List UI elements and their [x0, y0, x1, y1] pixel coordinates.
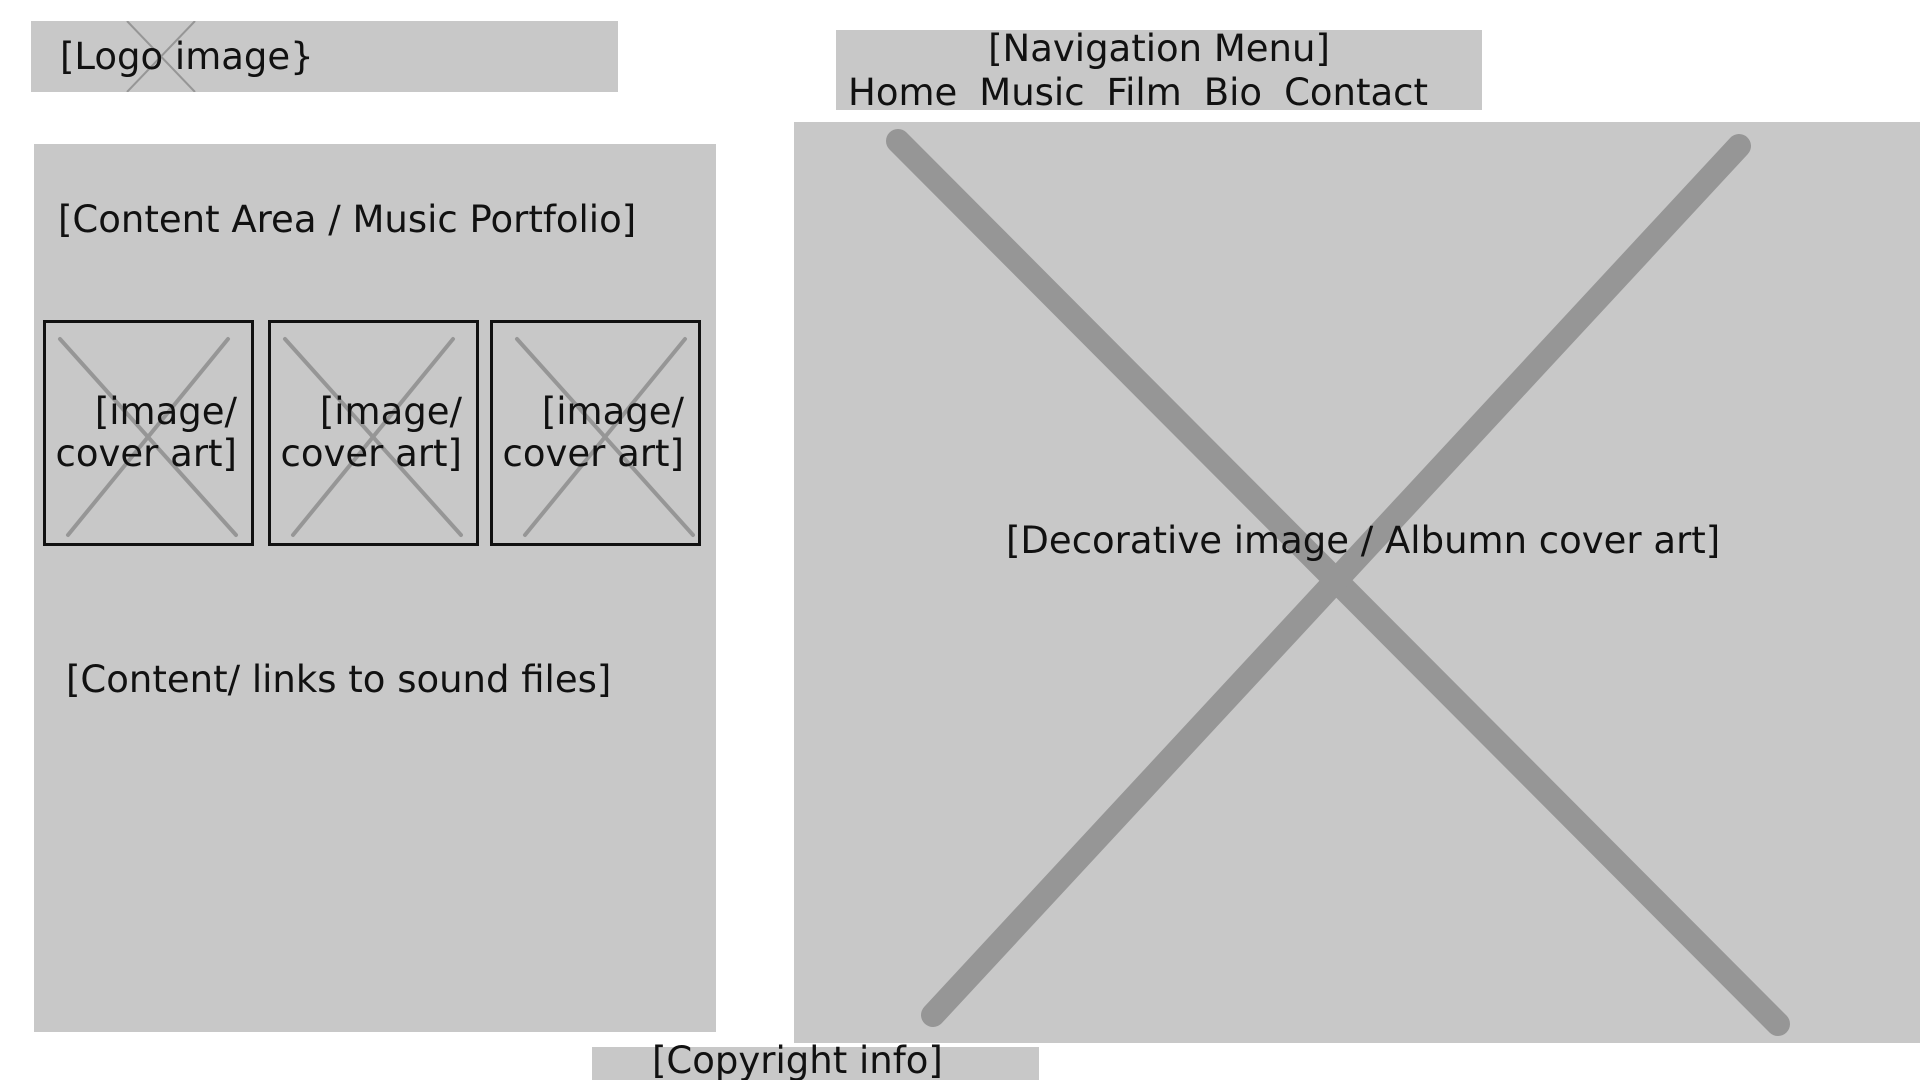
- nav-item-film[interactable]: Film: [1106, 71, 1182, 114]
- navigation-menu: [Navigation Menu] Home Music Film Bio Co…: [836, 27, 1482, 111]
- cover-art-thumbnail[interactable]: [image/ cover art]: [268, 320, 479, 546]
- thumbnail-label: [image/ cover art]: [280, 390, 462, 475]
- nav-title: [Navigation Menu]: [988, 27, 1330, 70]
- nav-item-bio[interactable]: Bio: [1203, 71, 1263, 114]
- image-placeholder-icon: [126, 21, 196, 92]
- logo-label: [Logo image}: [60, 35, 314, 78]
- logo-placeholder[interactable]: [Logo image}: [31, 21, 618, 92]
- thumbnail-label: [image/ cover art]: [55, 390, 237, 475]
- cover-art-thumbnail[interactable]: [image/ cover art]: [43, 320, 254, 546]
- decorative-image-placeholder: [Decorative image / Albumn cover art]: [794, 122, 1920, 1043]
- nav-item-contact[interactable]: Contact: [1284, 71, 1429, 114]
- sound-files-links[interactable]: [Content/ links to sound files]: [66, 658, 612, 701]
- nav-item-home[interactable]: Home: [848, 71, 958, 114]
- thumbnail-label: [image/ cover art]: [502, 390, 684, 475]
- image-placeholder-icon: [58, 337, 238, 537]
- image-placeholder-icon: [515, 337, 695, 537]
- copyright-label: [Copyright info]: [652, 1039, 943, 1080]
- image-placeholder-icon: [886, 129, 1790, 1036]
- content-area-title: [Content Area / Music Portfolio]: [58, 198, 637, 241]
- nav-item-music[interactable]: Music: [979, 71, 1085, 114]
- decorative-image-label: [Decorative image / Albumn cover art]: [1006, 519, 1721, 562]
- cover-art-thumbnail[interactable]: [image/ cover art]: [490, 320, 701, 546]
- nav-items: Home Music Film Bio Contact: [848, 74, 1428, 111]
- footer-copyright: [Copyright info]: [592, 1042, 1039, 1080]
- image-placeholder-icon: [283, 337, 463, 537]
- content-area: [Content Area / Music Portfolio] [image/…: [34, 144, 716, 1032]
